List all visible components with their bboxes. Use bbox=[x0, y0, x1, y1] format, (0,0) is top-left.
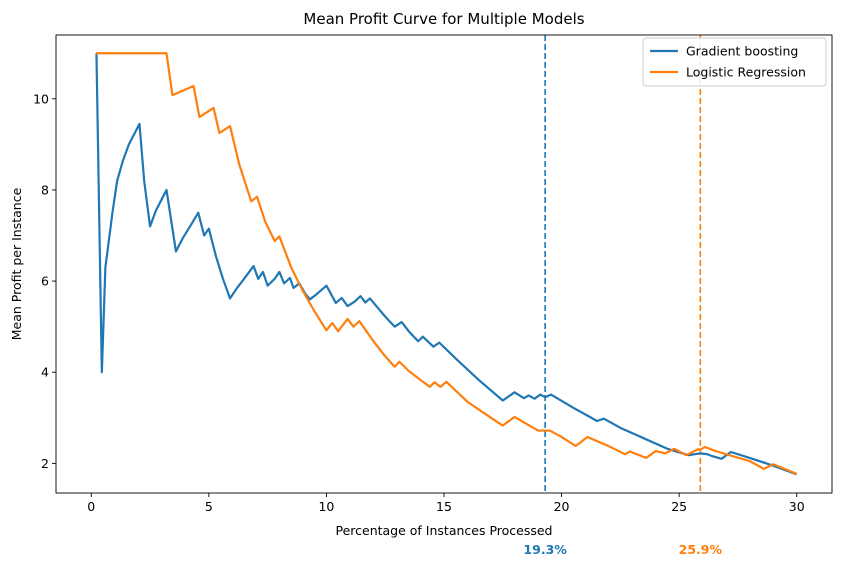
y-tick-label: 4 bbox=[41, 365, 49, 380]
axes-frame bbox=[55, 34, 833, 494]
legend-label-1: Logistic Regression bbox=[686, 65, 806, 80]
threshold-label-1: 25.9% bbox=[679, 542, 723, 557]
x-tick-label: 15 bbox=[436, 499, 452, 514]
x-tick-label: 20 bbox=[554, 499, 570, 514]
x-tick-label: 30 bbox=[789, 499, 805, 514]
y-tick-label: 10 bbox=[33, 91, 49, 106]
x-tick-label: 0 bbox=[87, 499, 95, 514]
chart-title: Mean Profit Curve for Multiple Models bbox=[303, 10, 584, 28]
legend-box bbox=[642, 37, 827, 87]
y-tick-label: 8 bbox=[41, 182, 49, 197]
y-tick-label: 2 bbox=[41, 456, 49, 471]
y-tick-label: 6 bbox=[41, 274, 49, 289]
legend: Gradient boosting Logistic Regression bbox=[642, 37, 827, 87]
plot-area: 0 5 10 15 20 25 30 2 4 6 8 10 19.3% 25.9% bbox=[33, 34, 833, 557]
series-line-1 bbox=[95, 52, 798, 475]
x-axis-label: Percentage of Instances Processed bbox=[335, 523, 552, 538]
threshold-label-0: 19.3% bbox=[523, 542, 567, 557]
x-tick-label: 10 bbox=[318, 499, 334, 514]
x-tick-label: 5 bbox=[205, 499, 213, 514]
series-line-0 bbox=[95, 53, 798, 476]
y-axis-label: Mean Profit per Instance bbox=[9, 187, 24, 340]
x-tick-label: 25 bbox=[671, 499, 687, 514]
legend-label-0: Gradient boosting bbox=[686, 44, 798, 59]
